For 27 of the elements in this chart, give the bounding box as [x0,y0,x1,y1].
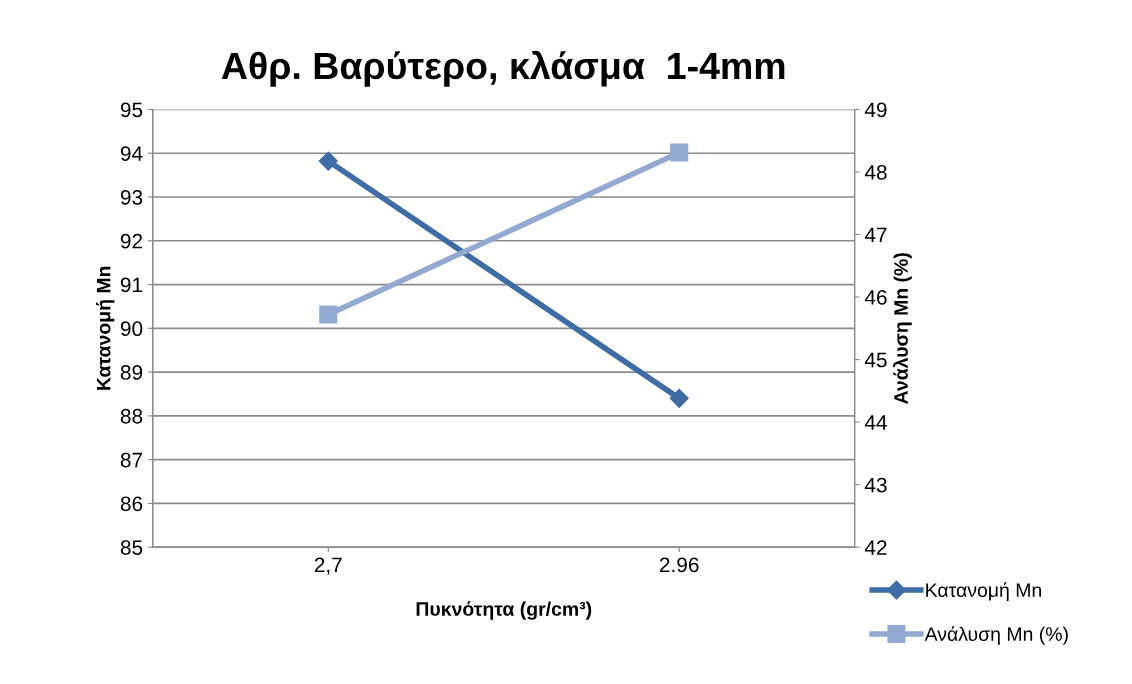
y-tick-label: 87 [120,452,143,468]
y-axis-title: Κατανομή Mn [96,266,115,390]
y2-tick-label: 46 [864,290,887,305]
chart-title: Αθρ. Βαρύτερο, κλάσμα 1-4mm [221,50,785,87]
y2-tick-label: 44 [864,415,887,430]
y-tick-label: 86 [120,496,143,512]
x-tick-label: 2.96 [659,557,699,573]
y-tick-label: 89 [120,365,143,380]
legend-label: Ανάλυση Mn (%) [924,626,1068,645]
y2-axis-title: Ανάλυση Mn (%) [893,253,912,404]
y2-tick-label: 47 [864,227,887,243]
y2-tick-label: 42 [864,540,887,555]
y-tick-label: 88 [120,408,143,424]
y-tick-label: 93 [120,189,143,205]
y2-tick-label: 45 [864,352,887,368]
y2-tick-label: 43 [864,477,887,493]
y-tick-label: 92 [120,233,143,249]
y-tick-label: 90 [120,321,143,337]
y-tick-label: 95 [120,102,143,118]
y-tick-label: 85 [120,540,143,555]
legend-label: Κατανομή Mn [926,582,1041,601]
x-tick-label: 2,7 [314,557,342,575]
x-axis-title: Πυκνότητα (gr/cm³) [416,601,592,620]
y-tick-label: 94 [120,146,143,161]
y-tick-label: 91 [120,277,143,293]
y2-tick-label: 49 [864,102,887,118]
y2-tick-label: 48 [864,164,887,180]
